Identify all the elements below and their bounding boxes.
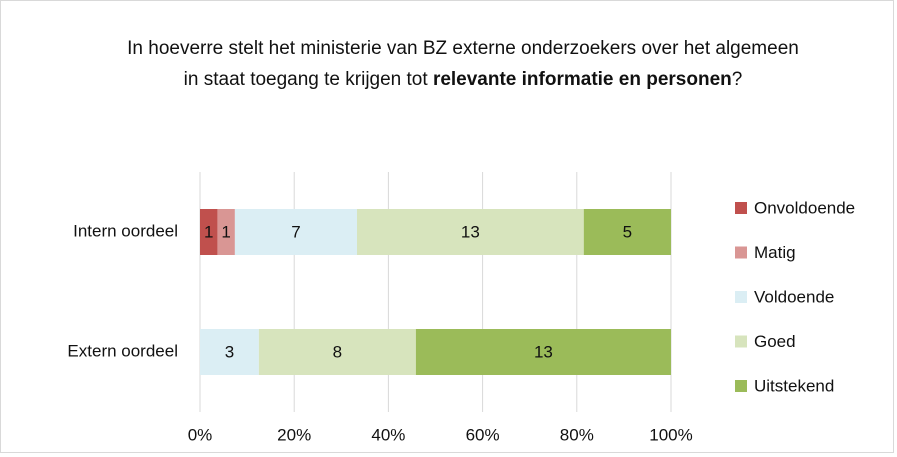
x-tick-label: 20%: [277, 425, 311, 444]
legend-swatch: [735, 202, 747, 214]
legend-label: Onvoldoende: [754, 198, 855, 217]
legend-label: Goed: [754, 332, 796, 351]
y-tick-label: Extern oordeel: [67, 341, 178, 360]
x-tick-label: 80%: [560, 425, 594, 444]
bar-segment: [415, 329, 671, 375]
legend-swatch: [735, 246, 747, 259]
data-label: 3: [225, 342, 234, 361]
y-tick-label: Intern oordeel: [73, 221, 178, 240]
bar-segment: [357, 209, 584, 255]
bar-segment: [200, 209, 218, 255]
data-label: 5: [623, 222, 632, 241]
title-part: relevante informatie en personen: [432, 69, 732, 90]
title-part: ?: [731, 69, 743, 90]
x-tick-label: 0%: [188, 425, 213, 444]
legend-swatch: [735, 291, 747, 303]
x-tick-label: 40%: [371, 425, 405, 444]
legend-label: Uitstekend: [754, 376, 834, 395]
legend-label: Voldoende: [754, 287, 834, 306]
legend-label: Matig: [754, 243, 796, 262]
bar-segment: [234, 209, 357, 255]
data-label: 7: [291, 222, 300, 241]
chart-title: In hoeverre stelt het ministerie van BZ …: [123, 33, 803, 95]
data-label: 13: [534, 342, 553, 361]
legend-swatch: [735, 335, 747, 348]
data-label: 8: [333, 342, 342, 361]
x-tick-label: 60%: [466, 425, 500, 444]
bar-segment: [200, 329, 259, 375]
x-tick-label: 100%: [649, 425, 692, 444]
data-label: 13: [461, 222, 480, 241]
data-label: 1: [221, 222, 230, 241]
legend-swatch: [735, 380, 747, 392]
bar-segment: [583, 209, 671, 255]
bar-segment: [258, 329, 416, 375]
data-label: 1: [204, 222, 213, 241]
bar-segment: [217, 209, 235, 255]
title-part: In hoeverre stelt het ministerie van BZ …: [127, 38, 805, 90]
